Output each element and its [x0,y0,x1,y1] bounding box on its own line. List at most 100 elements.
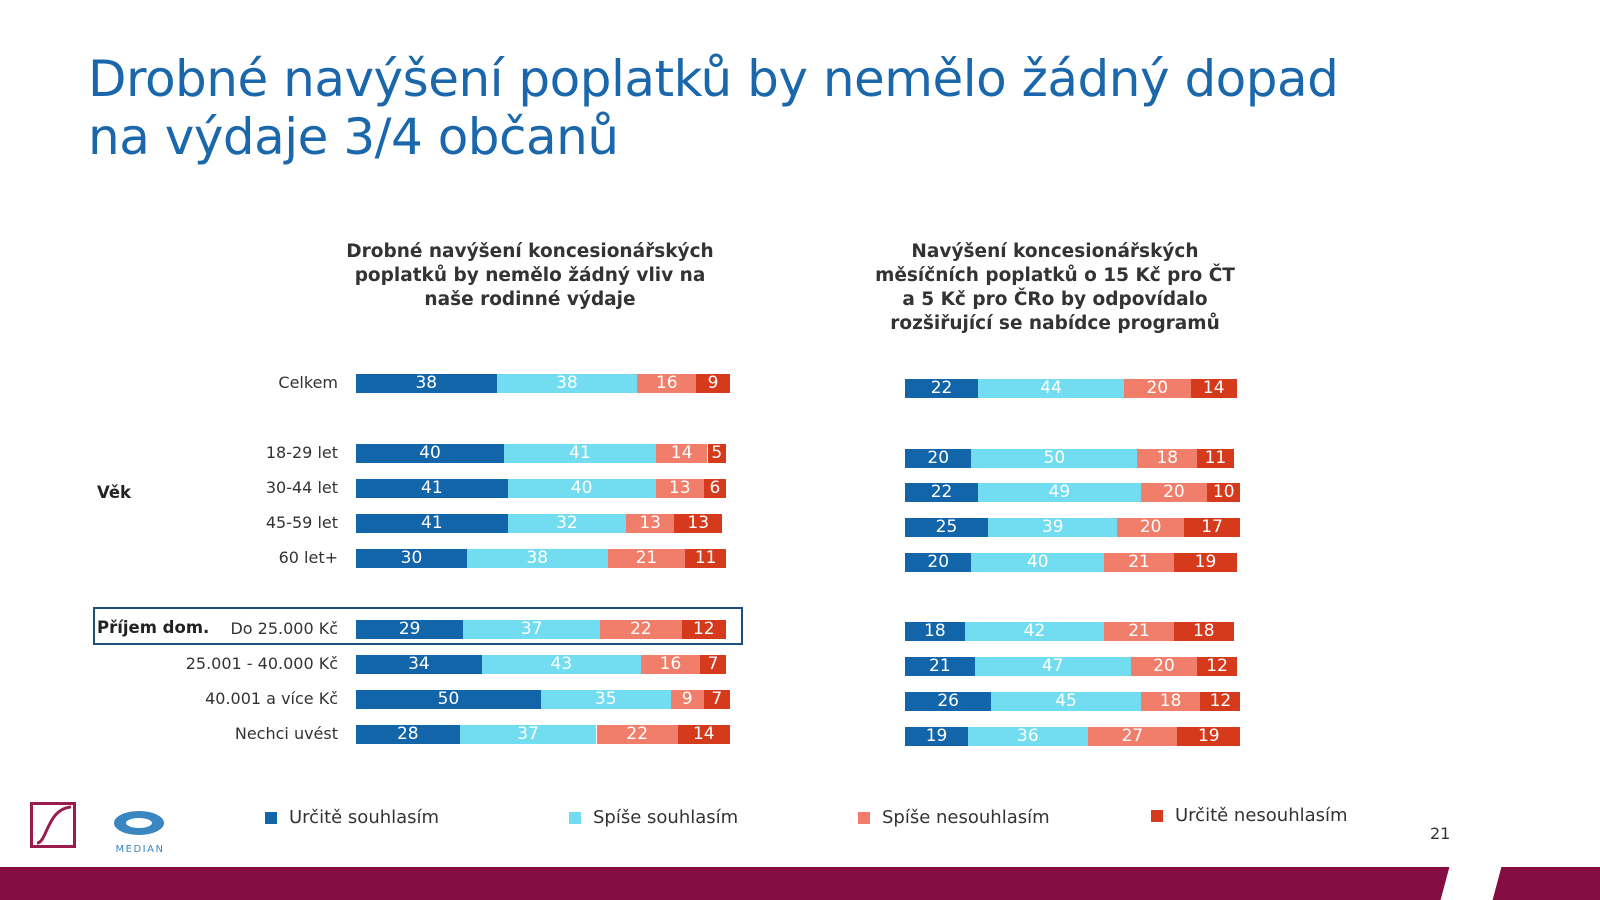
row-label: 30-44 let [265,478,338,497]
legend-item-1: Určitě souhlasím [265,807,439,828]
bar-segment: 22 [905,483,979,502]
bar-segment: 13 [655,479,704,498]
bar-segment: 6 [703,479,726,498]
row-label: 45-59 let [265,513,338,532]
bar-segment: 11 [1197,449,1234,468]
bar-segment: 18 [905,622,965,641]
legend-swatch [1151,809,1163,822]
bar-segment: 22 [600,620,682,639]
row-label: 25.001 - 40.000 Kč [185,654,338,673]
legend-label: Určitě souhlasím [289,807,440,828]
bar-segment: 30 [356,549,467,568]
legend-swatch [858,811,870,824]
bar-segment: 12 [1200,692,1241,711]
bar-segment: 41 [504,444,656,463]
bar-segment: 13 [626,514,675,533]
bar-segment: 44 [978,379,1125,398]
median-logo: MEDIAN [110,806,170,856]
cro-logo [30,802,76,848]
bar-segment: 43 [481,655,641,674]
bar-segment: 22 [596,725,678,744]
bar-segment: 35 [541,690,671,709]
bar-segment: 17 [1183,518,1241,537]
bar-segment: 22 [905,379,979,398]
bar-segment: 37 [459,725,597,744]
bar-segment: 47 [974,657,1131,676]
bar-segment: 13 [674,514,723,533]
row-label: Nechci uvést [234,724,338,743]
bar-segment: 7 [703,690,730,709]
bar-segment: 14 [1190,379,1237,398]
bar-segment: 10 [1207,483,1241,502]
bar-segment: 16 [640,655,701,674]
chart-title-right: Navýšení koncesionářských měsíčních popl… [875,241,1235,334]
bar-segment: 21 [1104,553,1174,572]
row-label: 18-29 let [265,443,338,462]
slide-title: Drobné navýšení poplatků by nemělo žádný… [88,50,1339,166]
bar-segment: 14 [655,444,708,463]
row-label: Do 25.000 Kč [230,619,338,638]
bar-segment: 41 [356,514,508,533]
legend-label: Spíše nesouhlasím [882,807,1050,828]
bar-segment: 20 [1117,518,1184,537]
bar-segment: 20 [1130,657,1198,676]
bar-segment: 38 [496,374,638,393]
svg-text:MEDIAN: MEDIAN [116,844,165,855]
legend-item-3: Spíše nesouhlasím [858,807,1050,828]
bar-segment: 9 [696,374,730,393]
bar-segment: 49 [978,483,1141,502]
bar-segment: 20 [1124,379,1191,398]
bar-segment: 20 [1140,483,1208,502]
row-label: Celkem [278,373,338,392]
legend-item-4: Určitě nesouhlasím [1151,805,1348,826]
bar-segment: 11 [685,549,726,568]
bar-segment: 34 [356,655,482,674]
bar-segment: 21 [1104,622,1174,641]
bar-segment: 38 [356,374,497,393]
bar-segment: 19 [1173,553,1237,572]
page-number: 21 [1430,824,1451,843]
chart-title-left: Drobné navýšení koncesionářských poplatk… [346,241,714,310]
bar-segment: 21 [905,657,975,676]
bar-segment: 41 [356,479,508,498]
bar-segment: 21 [607,549,686,568]
bar-segment: 7 [700,655,726,674]
bar-segment: 14 [677,725,730,744]
bar-segment: 40 [507,479,656,498]
bar-segment: 19 [905,727,969,746]
highlight-box [93,607,743,645]
bar-segment: 9 [670,690,704,709]
bar-segment: 19 [1177,727,1241,746]
row-label: 60 let+ [278,548,338,567]
footer-gap [1440,867,1502,900]
bar-segment: 32 [507,514,627,533]
bar-segment: 38 [467,549,608,568]
bar-segment: 36 [968,727,1088,746]
bar-segment: 40 [971,553,1105,572]
row-label: 40.001 a více Kč [205,689,338,708]
bar-segment: 18 [1137,449,1198,468]
bar-segment: 20 [905,449,972,468]
bar-segment: 28 [356,725,460,744]
bar-segment: 37 [463,620,601,639]
bar-segment: 29 [356,620,464,639]
bar-segment: 5 [707,444,726,463]
group-label-age: Věk [97,483,132,502]
bar-segment: 12 [1197,657,1237,676]
bar-segment: 40 [356,444,504,463]
group-label-income: Příjem dom. [97,618,210,637]
footer-bar [0,867,1600,900]
bar-segment: 20 [905,553,972,572]
bar-segment: 12 [681,620,726,639]
bar-segment: 26 [905,692,992,711]
legend-swatch [265,811,277,824]
bar-segment: 16 [637,374,697,393]
bar-segment: 42 [964,622,1105,641]
legend-swatch [569,811,581,824]
bar-segment: 25 [905,518,988,537]
bar-segment: 39 [988,518,1118,537]
bar-segment: 18 [1173,622,1234,641]
bar-segment: 27 [1087,727,1178,746]
bar-segment: 18 [1140,692,1201,711]
legend-item-2: Spíše souhlasím [569,807,738,828]
